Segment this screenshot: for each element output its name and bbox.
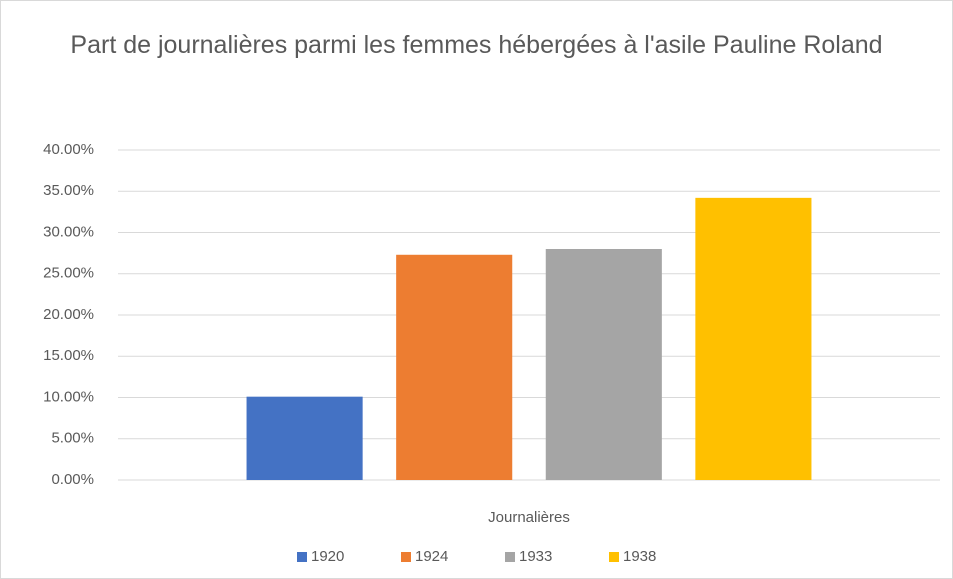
legend-label: 1924	[415, 548, 448, 565]
legend-swatch	[401, 552, 411, 562]
legend-label: 1933	[519, 548, 552, 565]
chart-title: Part de journalières parmi les femmes hé…	[70, 31, 883, 59]
legend-label: 1938	[623, 548, 656, 565]
legend-swatch	[505, 552, 515, 562]
legend-swatch	[609, 552, 619, 562]
y-tick-label: 5.00%	[51, 430, 94, 447]
y-tick-label: 10.00%	[43, 388, 94, 405]
x-tick-label: Journalières	[488, 509, 570, 526]
legend-swatch	[297, 552, 307, 562]
y-tick-label: 20.00%	[43, 306, 94, 323]
bar	[545, 249, 662, 480]
y-tick-label: 25.00%	[43, 265, 94, 282]
y-tick-label: 40.00%	[43, 141, 94, 158]
y-tick-label: 15.00%	[43, 347, 94, 364]
legend-label: 1920	[311, 548, 344, 565]
y-tick-label: 35.00%	[43, 182, 94, 199]
bar	[246, 396, 363, 480]
bar	[396, 254, 513, 480]
bar	[695, 197, 812, 480]
y-tick-label: 0.00%	[51, 471, 94, 488]
y-tick-label: 30.00%	[43, 223, 94, 240]
